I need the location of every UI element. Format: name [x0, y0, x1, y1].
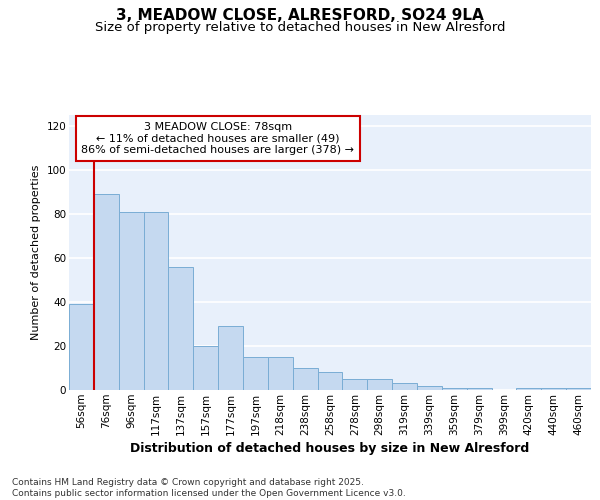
Bar	[392, 384, 417, 390]
Bar	[343, 379, 367, 390]
Bar	[169, 267, 193, 390]
Bar	[566, 388, 591, 390]
Text: 3, MEADOW CLOSE, ALRESFORD, SO24 9LA: 3, MEADOW CLOSE, ALRESFORD, SO24 9LA	[116, 8, 484, 22]
Bar	[268, 357, 293, 390]
Bar	[94, 194, 119, 390]
Bar	[317, 372, 343, 390]
Bar	[143, 212, 169, 390]
Bar	[541, 388, 566, 390]
Bar	[218, 326, 243, 390]
Text: 3 MEADOW CLOSE: 78sqm
← 11% of detached houses are smaller (49)
86% of semi-deta: 3 MEADOW CLOSE: 78sqm ← 11% of detached …	[81, 122, 354, 155]
Bar	[517, 388, 541, 390]
Text: Contains HM Land Registry data © Crown copyright and database right 2025.
Contai: Contains HM Land Registry data © Crown c…	[12, 478, 406, 498]
X-axis label: Distribution of detached houses by size in New Alresford: Distribution of detached houses by size …	[130, 442, 530, 455]
Bar	[243, 357, 268, 390]
Bar	[367, 379, 392, 390]
Bar	[193, 346, 218, 390]
Y-axis label: Number of detached properties: Number of detached properties	[31, 165, 41, 340]
Bar	[417, 386, 442, 390]
Bar	[467, 388, 491, 390]
Bar	[69, 304, 94, 390]
Bar	[119, 212, 143, 390]
Bar	[293, 368, 317, 390]
Text: Size of property relative to detached houses in New Alresford: Size of property relative to detached ho…	[95, 21, 505, 34]
Bar	[442, 388, 467, 390]
